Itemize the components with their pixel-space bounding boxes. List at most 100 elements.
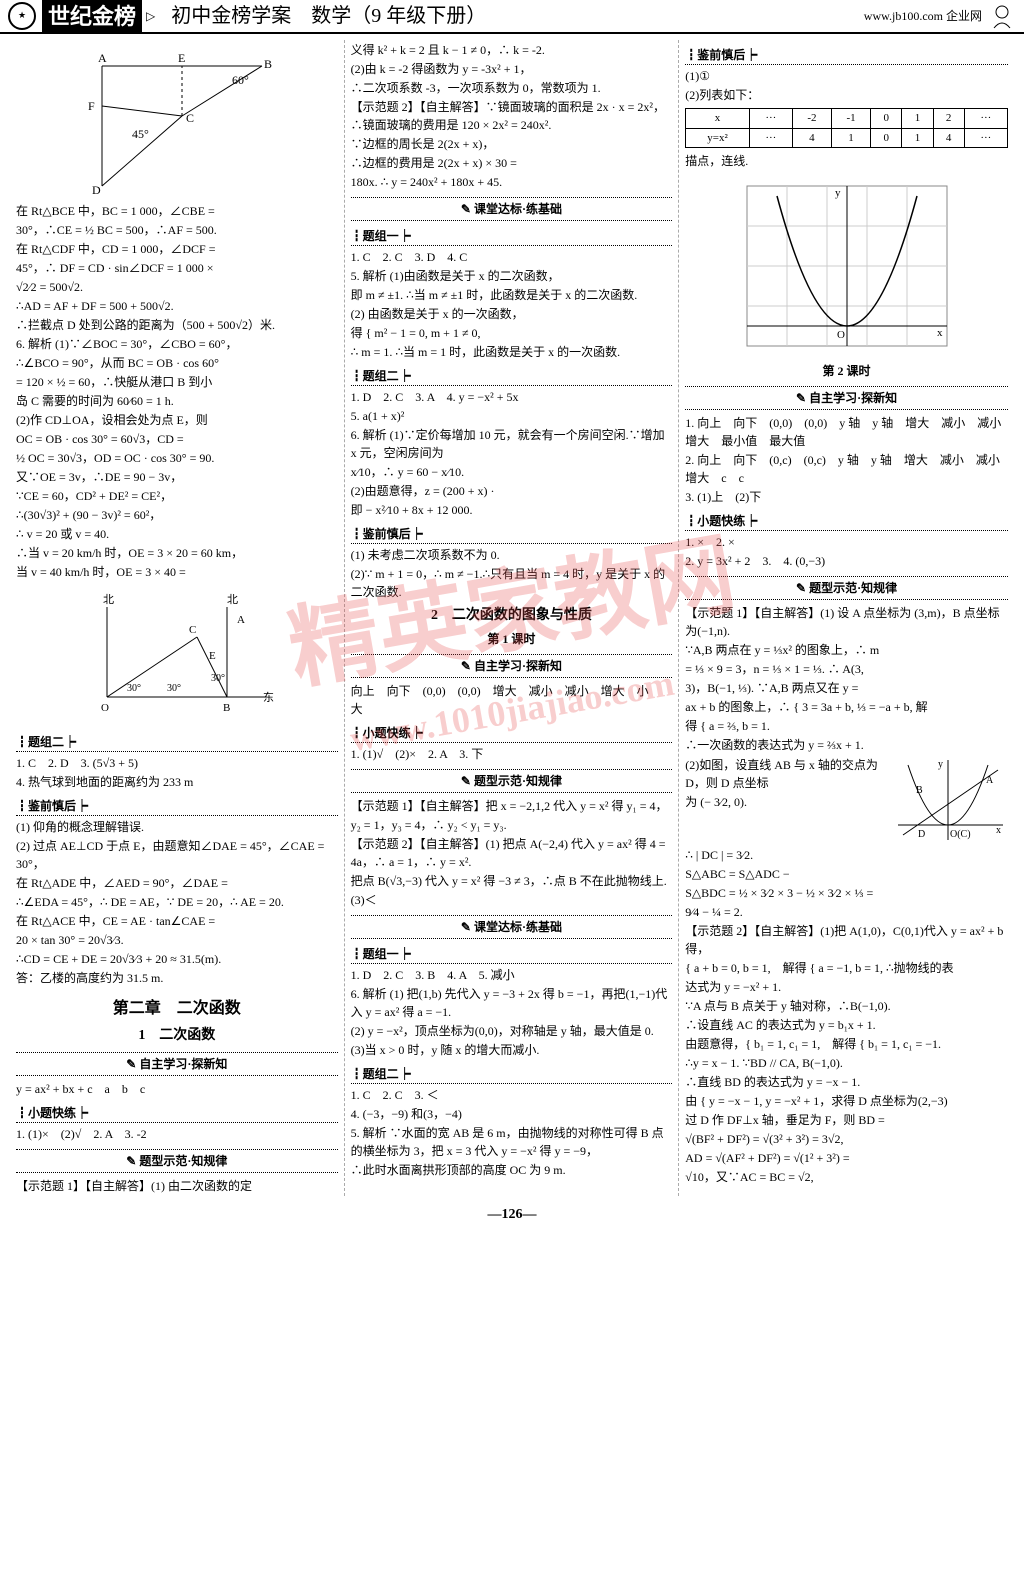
svg-text:D: D (918, 829, 925, 840)
text-line: 得 { m² − 1 = 0, m + 1 ≠ 0, (351, 324, 673, 342)
value-table: x ··· -2 -1 0 1 2 ··· y=x² ··· 4 1 0 1 4… (685, 108, 1008, 148)
text-line: ∴边框的费用是 2(2x + x) × 30 = (351, 154, 673, 172)
text-line: 达式为 y = −x² + 1. (685, 978, 1008, 996)
diagram-line-parabola: x y B D A O(C) (888, 755, 1008, 845)
text-line: √(BF² + DF²) = √(3² + 3²) = 3√2, (685, 1130, 1008, 1148)
text-line: x⁄10，∴ y = 60 − x⁄10. (351, 463, 673, 481)
text-line: ∴设直线 AC 的表达式为 y = b₁x + 1. (685, 1016, 1008, 1034)
text-line: (3)当 x > 0 时，y 随 x 的增大而减小. (351, 1041, 673, 1059)
text-line: ∴CD = CE + DE = 20√3⁄3 + 20 ≈ 31.5(m). (16, 950, 338, 968)
text-line: 1. × 2. × (685, 533, 1008, 551)
text-line: = ⅓ × 9 = 3，n = ⅓ × 1 = ⅓. ∴ A(3, (685, 660, 1008, 678)
text-line: (2) y = −x²，顶点坐标为(0,0)，对称轴是 y 轴，最大值是 0. (351, 1022, 673, 1040)
heading-zizhu: ✎ 自主学习·探新知 (351, 654, 673, 678)
heading-txsf: ✎ 题型示范·知规律 (685, 576, 1008, 600)
text-line: ∵A 点与 B 点关于 y 轴对称，∴B(−1,0). (685, 997, 1008, 1015)
text-line: 1. C 2. C 3. D 4. C (351, 248, 673, 266)
heading-section-2-2: 第 2 课时 (685, 362, 1008, 380)
svg-text:O(C): O(C) (950, 829, 971, 840)
text-line: (1)① (685, 67, 1008, 85)
svg-text:30°: 30° (127, 683, 141, 694)
text-line: 3)，B(−1, ⅓). ∵A,B 两点又在 y = (685, 679, 1008, 697)
table-row: y=x² ··· 4 1 0 1 4 ··· (686, 128, 1008, 148)
text-line: 1. D 2. C 3. A 4. y = −x² + 5x (351, 388, 673, 406)
heading-section-2-1: 第 1 课时 (351, 630, 673, 648)
mascot-icon (988, 2, 1016, 30)
text-line: 在 Rt△ACE 中，CE = AE · tan∠CAE = (16, 912, 338, 930)
triangle-icon: ▷ (146, 7, 155, 25)
text-line: 【示范题 1】【自主解答】(1) 设 A 点坐标为 (3,m)，B 点坐标为(−… (685, 604, 1008, 640)
svg-text:y: y (835, 187, 841, 199)
svg-text:y: y (938, 759, 943, 770)
text-line: 由 { y = −x − 1, y = −x² + 1，求得 D 点坐标为(2,… (685, 1092, 1008, 1110)
svg-text:B: B (916, 785, 923, 796)
text-line: 【示范题 2】【自主解答】(1) 把点 A(−2,4) 代入 y = ax² 得… (351, 835, 673, 871)
text-line: 即 m ≠ ±1. ∴当 m ≠ ±1 时，此函数是关于 x 的二次函数. (351, 286, 673, 304)
table-cell: 1 (902, 109, 933, 129)
text-line: ∴拦截点 D 处到公路的距离为（500 + 500√2）米. (16, 316, 338, 334)
svg-text:E: E (209, 650, 216, 662)
text-line: y₂ = 1，y₃ = 4，∴ y₂ < y₁ = y₃. (351, 816, 673, 834)
heading-xtkl: ┇小题快练┝ (685, 512, 1008, 531)
table-cell: 4 (933, 128, 964, 148)
text-line: S△BDC = ½ × 3⁄2 × 3 − ½ × 3⁄2 × ⅓ = (685, 884, 1008, 902)
column-2: 义得 k² + k = 2 且 k − 1 ≠ 0，∴ k = -2. (2)由… (345, 40, 680, 1196)
svg-text:O: O (837, 329, 845, 341)
svg-text:C: C (189, 624, 196, 636)
text-line: 岛 C 需要的时间为 60⁄60 = 1 h. (16, 392, 338, 410)
text-line: 1. D 2. C 3. B 4. A 5. 减小 (351, 966, 673, 984)
text-line: 把点 B(√3,−3) 代入 y = x² 得 −3 ≠ 3，∴点 B 不在此抛… (351, 872, 673, 890)
text-line: 在 Rt△ADE 中，∠AED = 90°，∠DAE = (16, 874, 338, 892)
text-line: ∴(30√3)² + (90 − 3v)² = 60²， (16, 506, 338, 524)
text-line: 向上 向下 (0,0) (0,0) 增大 减小 减小 增大 小 大 (351, 682, 673, 718)
content-columns: A E B F C D 60° 45° 在 Rt△BCE 中，BC = 1 00… (0, 34, 1024, 1196)
text-line: (2)∵ m + 1 = 0，∴ m ≠ −1.∴只有且当 m = 4 时，y … (351, 565, 673, 601)
text-line: ∴ | DC | = 3⁄2. (685, 846, 1008, 864)
text-line: 6. 解析 (1)∵定价每增加 10 元，就会有一个房间空闲.∵增加 x 元，空… (351, 426, 673, 462)
table-cell: ··· (749, 109, 792, 129)
text-line: 为 (− 3⁄2, 0). (685, 793, 882, 811)
svg-text:30°: 30° (211, 673, 225, 684)
text-line: 【示范题 2】【自主解答】(1)把 A(1,0)，C(0,1)代入 y = ax… (685, 922, 1008, 958)
header-url: www.jb100.com 企业网 (864, 7, 982, 25)
text-line: 【示范题 1】【自主解答】(1) 由二次函数的定 (16, 1177, 338, 1195)
text-line: 答：乙楼的高度约为 31.5 m. (16, 969, 338, 987)
diagram-parabola: x y O (685, 176, 1008, 356)
book-title: 初中金榜学案 数学（9 年级下册） (171, 1, 486, 31)
table-cell: y=x² (686, 128, 750, 148)
table-cell: -1 (831, 109, 870, 129)
text-line: ∴AD = AF + DF = 500 + 500√2. (16, 297, 338, 315)
svg-text:C: C (186, 111, 194, 125)
column-1: A E B F C D 60° 45° 在 Rt△BCE 中，BC = 1 00… (10, 40, 345, 1196)
text-line: (1) 仰角的概念理解错误. (16, 818, 338, 836)
text-line: AD = √(AF² + DF²) = √(1² + 3²) = (685, 1149, 1008, 1167)
table-cell: 0 (871, 109, 902, 129)
text-line: 5. a(1 + x)² (351, 407, 673, 425)
heading-jqhh: ┇鉴前慎后┝ (16, 797, 338, 816)
text-line: 义得 k² + k = 2 且 k − 1 ≠ 0，∴ k = -2. (351, 41, 673, 59)
svg-text:45°: 45° (132, 127, 149, 141)
heading-jqhh: ┇鉴前慎后┝ (351, 525, 673, 544)
text-line: (3)＜ (351, 891, 673, 909)
column-3: ┇鉴前慎后┝ (1)① (2)列表如下： x ··· -2 -1 0 1 2 ·… (679, 40, 1014, 1196)
table-cell: ··· (964, 128, 1007, 148)
text-line: 当 v = 40 km/h 时，OE = 3 × 40 = (16, 563, 338, 581)
text-line: 在 Rt△BCE 中，BC = 1 000，∠CBE = (16, 202, 338, 220)
svg-text:x: x (937, 327, 943, 339)
table-cell: ··· (749, 128, 792, 148)
text-line: (2)由 k = -2 得函数为 y = -3x² + 1， (351, 60, 673, 78)
heading-xtkl: ┇小题快练┝ (351, 724, 673, 743)
svg-text:北: 北 (227, 593, 238, 606)
text-line: 描点，连线. (685, 152, 1008, 170)
text-line: 3. (1)上 (2)下 (685, 488, 1008, 506)
text-line: 4. 热气球到地面的距离约为 233 m (16, 773, 338, 791)
svg-text:60°: 60° (232, 73, 249, 87)
table-cell: -2 (792, 109, 831, 129)
text-line: ∴ v = 20 或 v = 40. (16, 525, 338, 543)
svg-text:D: D (92, 183, 101, 196)
table-cell: 0 (871, 128, 902, 148)
heading-ktdb: ✎ 课堂达标·练基础 (351, 197, 673, 221)
text-line: ∴y = x − 1. ∵BD // CA, B(−1,0). (685, 1054, 1008, 1072)
svg-text:A: A (98, 51, 107, 65)
table-cell: 4 (792, 128, 831, 148)
